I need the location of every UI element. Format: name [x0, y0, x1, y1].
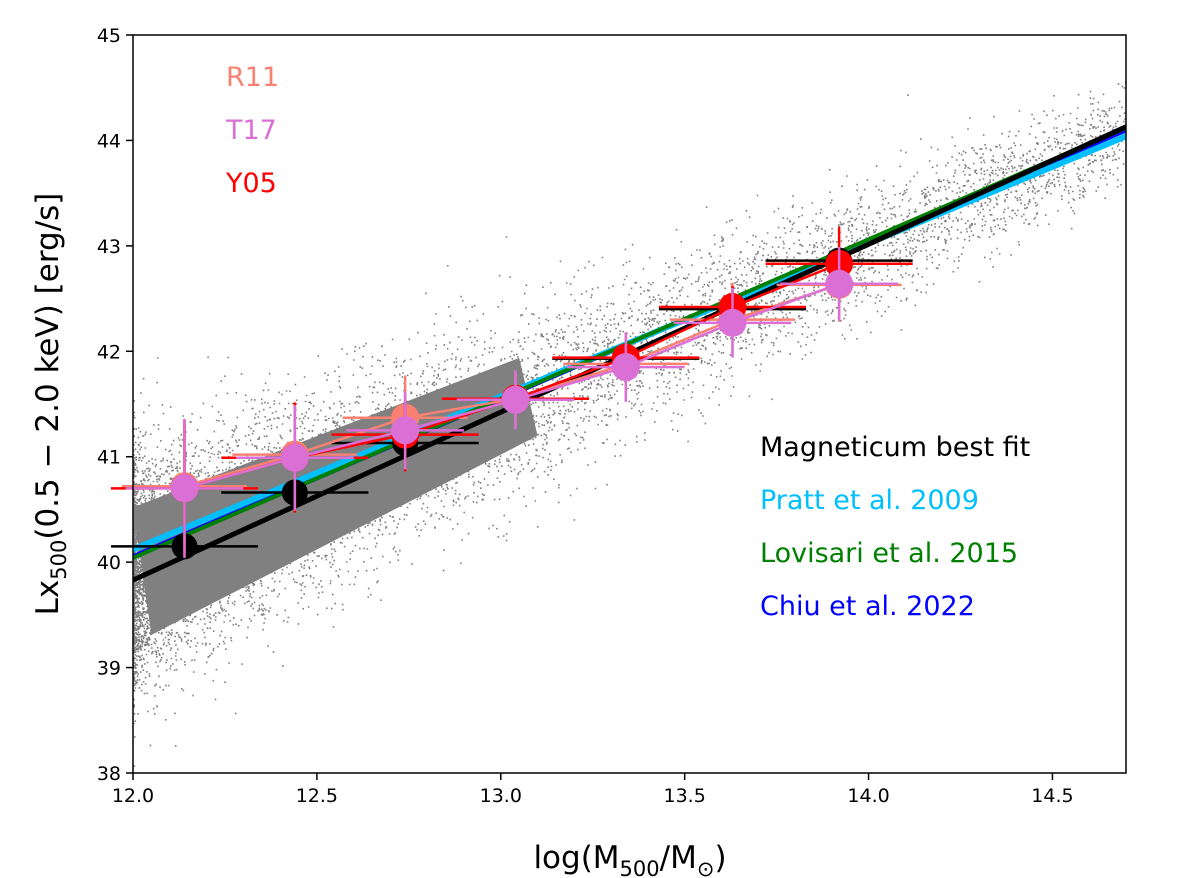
x-tick-label: 12.5: [296, 785, 338, 807]
legend-lovisari: Lovisari et al. 2015: [760, 538, 1018, 569]
x-tick-label: 13.5: [664, 785, 706, 807]
binned-data-series: [110, 226, 913, 560]
legend-t17: T17: [225, 115, 277, 146]
x-tick-label: 13.0: [480, 785, 522, 807]
legend-surveys: R11 T17 Y05: [225, 62, 279, 199]
legend-y05: Y05: [225, 168, 277, 199]
x-tick-label: 12.0: [112, 785, 154, 807]
y-axis-title: Lx500(0.5 − 2.0 keV) [erg/s]: [30, 193, 71, 616]
y-tick-label: 43: [97, 236, 121, 258]
x-tick-label: 14.5: [1031, 785, 1073, 807]
y-axis-ticks: 38 39 40 41 42 43 44 45: [97, 25, 133, 785]
y-tick-label: 42: [97, 341, 121, 363]
y-tick-label: 45: [97, 25, 121, 47]
x-tick-label: 14.0: [847, 785, 889, 807]
y-tick-label: 39: [97, 658, 121, 680]
y-tick-label: 40: [97, 552, 121, 574]
x-axis-ticks: 12.0 12.5 13.0 13.5 14.0 14.5: [112, 773, 1074, 807]
data-point: [825, 269, 854, 298]
legend-pratt: Pratt et al. 2009: [760, 485, 979, 516]
data-point: [611, 353, 640, 382]
data-point: [501, 385, 530, 414]
legend-r11: R11: [226, 62, 279, 93]
data-point: [391, 416, 420, 445]
data-point: [280, 443, 309, 472]
data-point: [170, 474, 199, 503]
y-tick-label: 44: [97, 130, 121, 152]
x-axis-title: log(M500/M⊙): [533, 840, 726, 878]
data-point: [718, 308, 747, 337]
legend-magneticum: Magneticum best fit: [760, 432, 1030, 463]
legend-fits: Magneticum best fit Pratt et al. 2009 Lo…: [760, 432, 1030, 622]
series-t17: [125, 246, 898, 558]
y-tick-label: 38: [97, 763, 121, 785]
plot-frame: [132, 34, 1127, 774]
legend-chiu: Chiu et al. 2022: [760, 591, 975, 622]
y-tick-label: 41: [97, 447, 121, 469]
